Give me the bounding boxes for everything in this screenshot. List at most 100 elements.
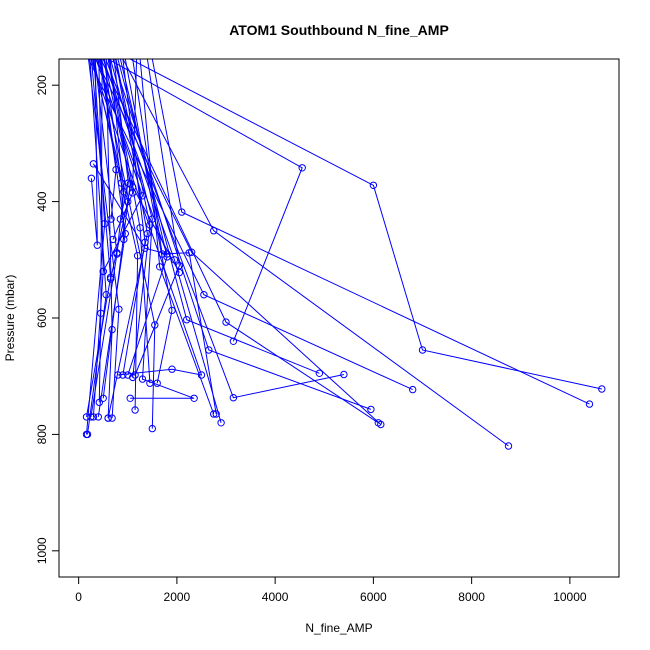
series-line: [105, 59, 345, 399]
series-line: [107, 59, 148, 419]
data-point: [598, 385, 606, 393]
series-line: [139, 59, 215, 415]
data-point: [119, 371, 127, 379]
series-line: [108, 59, 151, 384]
series-35: [131, 59, 184, 379]
data-point: [315, 369, 324, 377]
y-axis-label: Pressure (mbar): [3, 275, 17, 362]
data-point: [409, 385, 417, 394]
data-point: [120, 235, 128, 244]
series-line: [110, 59, 195, 399]
data-point: [99, 394, 107, 402]
series-line: [98, 59, 156, 429]
series-line: [90, 59, 98, 246]
x-tick-label: 10000: [553, 590, 587, 604]
data-point: [99, 267, 107, 276]
series-line: [113, 59, 129, 220]
data-point: [115, 305, 123, 313]
data-point: [87, 174, 96, 183]
series-34: [108, 59, 154, 387]
series-line: [100, 59, 379, 424]
series-18: [92, 59, 142, 414]
series-4: [122, 59, 513, 450]
data-point: [197, 371, 206, 379]
data-point: [108, 325, 116, 334]
data-point: [298, 164, 306, 172]
series-line: [86, 59, 106, 435]
x-tick-label: 2000: [164, 590, 191, 604]
data-point: [200, 291, 208, 299]
series-line: [92, 59, 104, 417]
series-line: [112, 59, 372, 410]
data-point: [175, 261, 184, 270]
plot-frame: [58, 58, 620, 578]
series-43: [113, 59, 133, 223]
data-point: [124, 179, 133, 187]
data-point: [374, 419, 382, 427]
data-point: [131, 406, 139, 414]
data-point: [175, 268, 184, 277]
data-point: [183, 316, 191, 324]
data-point: [136, 224, 144, 232]
series-line: [134, 59, 180, 376]
series-3: [151, 59, 594, 408]
data-point: [89, 413, 98, 421]
series-42: [109, 59, 128, 257]
data-point: [418, 346, 427, 354]
series-line: [132, 59, 217, 415]
data-point: [93, 241, 102, 249]
data-point: [107, 215, 115, 223]
series-31: [104, 59, 116, 422]
data-point: [151, 321, 159, 329]
series-line: [88, 59, 120, 419]
data-point: [369, 181, 378, 190]
series-6: [88, 59, 417, 394]
data-point: [102, 291, 110, 299]
data-point: [133, 252, 142, 260]
chart-title: ATOM1 Southbound N_fine_AMP: [229, 22, 449, 38]
series-line: [97, 59, 126, 417]
series-line: [92, 59, 168, 255]
data-point: [340, 370, 348, 379]
series-2: [129, 59, 606, 393]
data-point: [210, 410, 218, 418]
series-39: [87, 59, 102, 249]
series-line: [87, 59, 107, 435]
data-point: [82, 430, 91, 439]
series-32: [88, 59, 123, 422]
data-point: [185, 249, 193, 257]
x-tick-label: 6000: [360, 590, 387, 604]
series-line: [115, 59, 151, 378]
series-30: [95, 59, 105, 407]
x-tick-label: 8000: [458, 590, 485, 604]
series-line: [102, 59, 222, 423]
series-line: [88, 59, 413, 391]
y-tick-label: 1000: [35, 537, 49, 564]
series-37: [119, 59, 171, 379]
x-tick-label: 0: [75, 590, 82, 604]
series-44: [129, 59, 184, 277]
series-line: [99, 59, 117, 220]
series-line: [132, 59, 180, 273]
data-point: [367, 405, 375, 414]
series-line: [90, 59, 203, 376]
data-point: [229, 394, 238, 402]
series-line: [92, 59, 139, 411]
x-tick-label: 4000: [262, 590, 289, 604]
data-point: [138, 375, 147, 383]
data-point: [116, 215, 125, 223]
series-line: [151, 59, 590, 405]
series-line: [122, 59, 146, 376]
series-10: [105, 59, 348, 402]
series-17: [98, 59, 159, 433]
series-line: [124, 59, 173, 384]
series-line: [109, 59, 125, 253]
series-line: [105, 59, 113, 419]
series-line: [129, 59, 602, 390]
data-point: [585, 400, 594, 408]
data-point: [95, 398, 104, 407]
data-point: [129, 373, 137, 382]
data-point: [126, 394, 134, 402]
data-point: [94, 413, 103, 421]
